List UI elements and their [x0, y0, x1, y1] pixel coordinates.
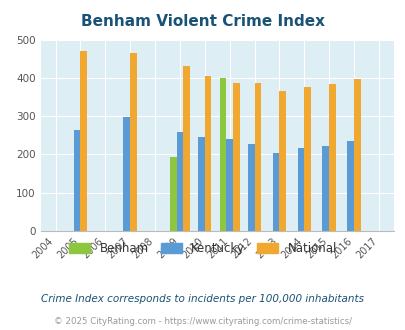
Text: Benham Violent Crime Index: Benham Violent Crime Index	[81, 14, 324, 29]
Bar	[303, 87, 310, 231]
Bar	[226, 139, 232, 231]
Bar	[232, 83, 239, 231]
Bar	[130, 52, 136, 231]
Bar	[73, 130, 80, 231]
Bar	[219, 78, 226, 231]
Bar	[80, 51, 87, 231]
Bar	[297, 148, 303, 231]
Bar	[254, 83, 260, 231]
Bar	[353, 79, 360, 231]
Bar	[123, 117, 130, 231]
Bar	[322, 147, 328, 231]
Bar	[328, 84, 335, 231]
Bar	[346, 141, 353, 231]
Bar	[198, 137, 204, 231]
Text: © 2025 CityRating.com - https://www.cityrating.com/crime-statistics/: © 2025 CityRating.com - https://www.city…	[54, 317, 351, 326]
Bar	[169, 157, 176, 231]
Bar	[183, 66, 190, 231]
Bar	[272, 153, 279, 231]
Bar	[176, 132, 183, 231]
Bar	[247, 145, 254, 231]
Legend: Benham, Kentucky, National: Benham, Kentucky, National	[64, 237, 341, 260]
Bar	[279, 90, 286, 231]
Text: Crime Index corresponds to incidents per 100,000 inhabitants: Crime Index corresponds to incidents per…	[41, 294, 364, 304]
Bar	[204, 76, 211, 231]
